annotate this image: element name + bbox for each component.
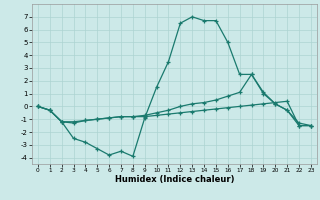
X-axis label: Humidex (Indice chaleur): Humidex (Indice chaleur) [115, 175, 234, 184]
